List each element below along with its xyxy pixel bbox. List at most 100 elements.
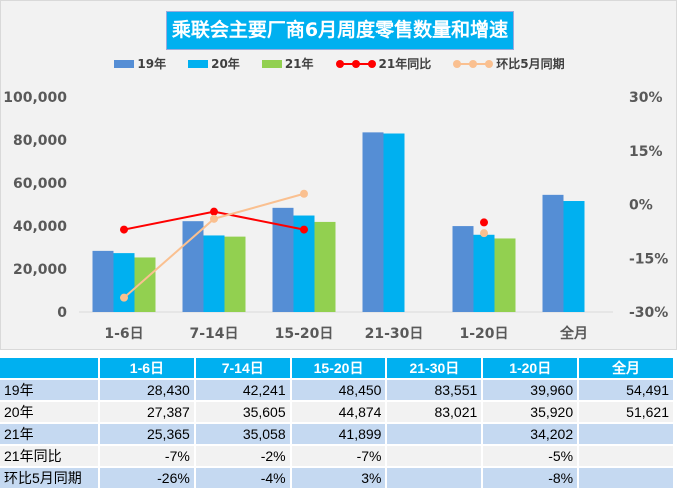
- table-cell: 3%: [291, 468, 386, 488]
- legend-line-marker: [453, 59, 494, 68]
- bar-19年: [452, 226, 474, 312]
- legend-item: 21年: [261, 55, 314, 72]
- table-cell: 全月: [579, 358, 673, 378]
- legend-swatch: [188, 59, 209, 68]
- table-cell: 39,960: [483, 380, 578, 400]
- bar-19年: [272, 207, 294, 312]
- bar-20年: [473, 234, 495, 312]
- table-cell: -2%: [195, 446, 290, 466]
- bar-19年: [362, 132, 384, 312]
- bar-21年: [494, 238, 516, 312]
- y-tick-label: 0: [57, 305, 67, 321]
- x-tick-label: 1-6日: [104, 326, 143, 342]
- point-环比5月同期: [480, 229, 488, 238]
- bar-20年: [563, 201, 585, 312]
- bar-19年: [92, 250, 114, 312]
- table-cell: 51,621: [579, 402, 673, 422]
- legend-swatch: [261, 59, 282, 68]
- plot: 0 20,000 40,000 60,000 80,000 100,000 -30% -15%…: [3, 90, 668, 342]
- y2-tick-label: 0%: [629, 198, 653, 214]
- table-cell: 15-20日: [291, 358, 386, 378]
- row-label: 19年: [0, 380, 98, 400]
- point-21年同比: [210, 207, 218, 216]
- y-tick-label: 20,000: [13, 262, 67, 278]
- legend-label: 环比5月同期: [496, 57, 565, 71]
- legend-line-marker: [335, 59, 376, 68]
- table-cell: 7-14日: [195, 358, 290, 378]
- table-header: 1-6日 7-14日 15-20日 21-30日 1-20日 全月: [0, 358, 673, 378]
- table-cell: -5%: [483, 446, 578, 466]
- x-tick-label: 1-20日: [459, 326, 508, 342]
- table-cell: -7%: [291, 446, 386, 466]
- x-tick-label: 21-30日: [365, 326, 424, 342]
- table-cell: 48,450: [291, 380, 386, 400]
- bar-20年: [293, 215, 315, 312]
- table-cell: 83,021: [387, 402, 482, 422]
- row-label: 20年: [0, 402, 98, 422]
- legend-label: 21年同比: [378, 57, 432, 71]
- table-cell: [579, 446, 673, 466]
- legend: 19年 20年 21年 21年同比 环比5月同期: [1, 55, 677, 72]
- table-row: 21年 25,365 35,058 41,899 34,202: [0, 424, 673, 444]
- table-cell: -4%: [195, 468, 290, 488]
- table-cell: 21-30日: [387, 358, 482, 378]
- table-cell: 34,202: [483, 424, 578, 444]
- table-cell: [387, 424, 482, 444]
- y-tick-label: 100,000: [3, 90, 67, 106]
- table-row: 19年 28,430 42,241 48,450 83,551 39,960 54,491: [0, 380, 673, 400]
- table-cell: [579, 424, 673, 444]
- point-21年同比: [300, 225, 308, 234]
- bar-19年: [542, 194, 564, 312]
- table-row: 21年同比 -7% -2% -7% -5%: [0, 446, 673, 466]
- table-cell: -8%: [483, 468, 578, 488]
- table-cell: 35,058: [195, 424, 290, 444]
- point-环比5月同期: [120, 293, 128, 302]
- point-环比5月同期: [210, 214, 218, 223]
- table-cell: [579, 468, 673, 488]
- table-cell: 44,874: [291, 402, 386, 422]
- y2-tick-label: 30%: [629, 90, 663, 106]
- table-cell: [387, 468, 482, 488]
- table-cell: 54,491: [579, 380, 673, 400]
- legend-item: 20年: [188, 55, 240, 72]
- point-环比5月同期: [300, 189, 308, 198]
- legend-label: 20年: [211, 57, 240, 71]
- chart-area: 乘联会主要厂商6月周度零售数量和增速 19年 20年 21年 21年同比 环比5月同期 …: [0, 0, 677, 350]
- bar-20年: [383, 133, 405, 312]
- x-tick-label: 全月: [559, 325, 588, 342]
- row-label: [0, 358, 98, 378]
- row-label: 21年同比: [0, 446, 98, 466]
- table-row: 20年 27,387 35,605 44,874 83,021 35,920 51,621: [0, 402, 673, 422]
- y2-tick-label: -30%: [629, 305, 668, 321]
- y2-tick-label: -15%: [629, 251, 668, 267]
- bar-19年: [182, 221, 204, 312]
- x-tick-label: 15-20日: [275, 326, 334, 342]
- table-cell: 42,241: [195, 380, 290, 400]
- row-label: 21年: [0, 424, 98, 444]
- legend-item: 21年同比: [335, 55, 432, 72]
- table-cell: [387, 446, 482, 466]
- y-tick-label: 40,000: [13, 219, 67, 235]
- legend-item: 环比5月同期: [453, 55, 565, 72]
- table-cell: 28,430: [99, 380, 194, 400]
- point-21年同比: [480, 218, 488, 227]
- legend-swatch: [114, 59, 135, 68]
- bar-21年: [314, 221, 336, 312]
- table-cell: 27,387: [99, 402, 194, 422]
- legend-label: 21年: [284, 57, 314, 71]
- table-cell: 1-20日: [483, 358, 578, 378]
- table-cell: -26%: [99, 468, 194, 488]
- table-row: 环比5月同期 -26% -4% 3% -8%: [0, 468, 673, 488]
- table-cell: 35,605: [195, 402, 290, 422]
- chart-title: 乘联会主要厂商6月周度零售数量和增速: [166, 11, 514, 50]
- bar-21年: [224, 236, 246, 312]
- bar-21年: [134, 257, 156, 312]
- table-cell: 41,899: [291, 424, 386, 444]
- table-cell: -7%: [99, 446, 194, 466]
- x-tick-label: 7-14日: [189, 326, 238, 342]
- data-table: 1-6日 7-14日 15-20日 21-30日 1-20日 全月 19年 28,430 42,…: [0, 356, 675, 490]
- y-tick-label: 60,000: [13, 176, 67, 192]
- table-cell: 1-6日: [99, 358, 194, 378]
- point-21年同比: [120, 225, 128, 234]
- legend-item: 19年: [114, 55, 166, 72]
